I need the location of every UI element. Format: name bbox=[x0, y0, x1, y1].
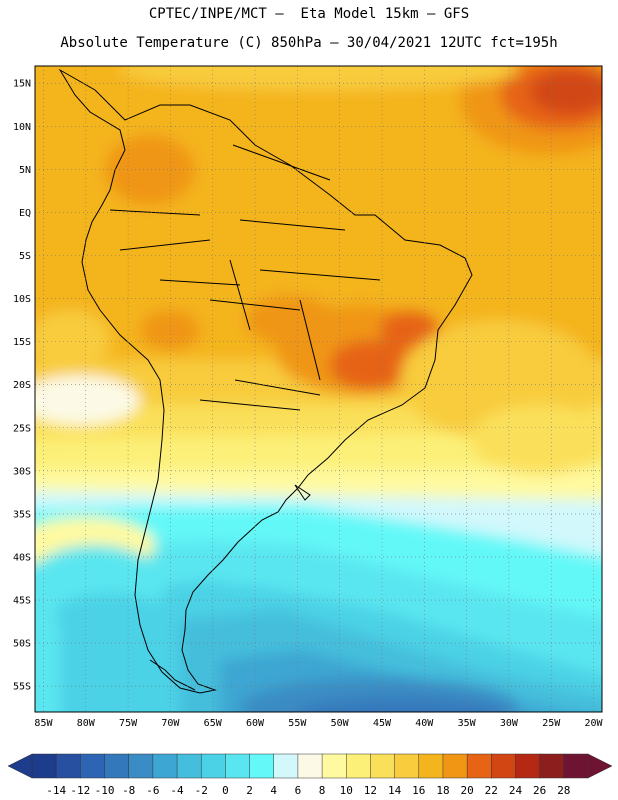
colorbar-label: -6 bbox=[146, 784, 159, 797]
colorbar-label: -12 bbox=[70, 784, 90, 797]
grid-lines bbox=[35, 66, 602, 712]
lat-label: 50S bbox=[13, 639, 31, 650]
lat-label: 40S bbox=[13, 552, 31, 563]
lon-label: 85W bbox=[34, 718, 53, 729]
coastline bbox=[58, 68, 473, 694]
colorbar-swatch bbox=[176, 753, 202, 779]
colorbar-swatch bbox=[225, 753, 251, 779]
lon-label: 80W bbox=[77, 718, 96, 729]
colorbar-label: 12 bbox=[364, 784, 377, 797]
colorbar-swatch bbox=[152, 753, 178, 779]
colorbar-label: 28 bbox=[557, 784, 570, 797]
colorbar-swatch bbox=[80, 753, 106, 779]
lon-label: 70W bbox=[161, 718, 180, 729]
colorbar-swatch bbox=[370, 753, 396, 779]
lat-label: 5S bbox=[19, 251, 31, 262]
colorbar-swatch bbox=[491, 753, 517, 779]
colorbar-swatch bbox=[128, 753, 154, 779]
lat-label: 35S bbox=[13, 509, 31, 520]
lat-label: 15N bbox=[13, 79, 31, 90]
colorbar-label: 6 bbox=[295, 784, 302, 797]
lon-label: 60W bbox=[246, 718, 265, 729]
lon-label: 40W bbox=[415, 718, 434, 729]
lon-label: 20W bbox=[585, 718, 604, 729]
colorbar-swatch bbox=[346, 753, 371, 779]
lat-label: 55S bbox=[13, 682, 31, 693]
lat-label: 45S bbox=[13, 596, 31, 607]
lon-label: 50W bbox=[331, 718, 350, 729]
lat-label: 5N bbox=[19, 165, 31, 176]
colorbar-label: 0 bbox=[222, 784, 229, 797]
lat-label: 25S bbox=[13, 423, 31, 434]
colorbar-label: 14 bbox=[388, 784, 402, 797]
triangle-left-icon bbox=[7, 753, 33, 779]
colorbar-swatch bbox=[200, 753, 226, 779]
colorbar-swatch bbox=[273, 753, 299, 779]
colorbar-swatch bbox=[297, 753, 323, 779]
lon-label: 35W bbox=[458, 718, 477, 729]
colorbar-label: 4 bbox=[270, 784, 277, 797]
lon-label: 75W bbox=[119, 718, 138, 729]
colorbar-label: -10 bbox=[95, 784, 115, 797]
lat-label: 15S bbox=[13, 337, 31, 348]
colorbar-swatch bbox=[466, 753, 492, 779]
colorbar-label: 10 bbox=[340, 784, 353, 797]
map-frame bbox=[34, 65, 603, 713]
colorbar-swatch bbox=[563, 753, 589, 779]
colorbar-label: 26 bbox=[533, 784, 546, 797]
lat-label: EQ bbox=[19, 208, 31, 219]
colorbar-label: -4 bbox=[170, 784, 184, 797]
colorbar: -14 -12 -10 -8 -6 -4 -2 0 2 4 6 8 10 12 14 16 18 20 22 24 26… bbox=[7, 753, 613, 797]
colorbar-label: 20 bbox=[461, 784, 474, 797]
lat-label: 30S bbox=[13, 466, 31, 477]
colorbar-swatch bbox=[418, 753, 444, 779]
colorbar-swatch bbox=[539, 753, 565, 779]
colorbar-label: 2 bbox=[246, 784, 253, 797]
colorbar-label: -8 bbox=[122, 784, 135, 797]
axis-labels: 15N 10N 5N EQ 5S 10S 15S 20S 25S 30S 35S 40S 45S 50S 5… bbox=[13, 79, 604, 729]
colorbar-label: 22 bbox=[485, 784, 498, 797]
lat-label: 10S bbox=[13, 294, 31, 305]
colorbar-swatch bbox=[104, 753, 130, 779]
colorbar-swatch bbox=[321, 753, 347, 779]
triangle-right-icon bbox=[587, 753, 613, 779]
lon-label: 30W bbox=[500, 718, 519, 729]
lat-label: 20S bbox=[13, 380, 31, 391]
lon-label: 45W bbox=[373, 718, 392, 729]
colorbar-label: -2 bbox=[195, 784, 208, 797]
map-title-line-1: CPTEC/INPE/MCT – Eta Model 15km – GFS bbox=[148, 6, 470, 22]
map-title-line-2: Absolute Temperature (C) 850hPa – 30/04/… bbox=[60, 35, 558, 51]
colorbar-label: 18 bbox=[436, 784, 449, 797]
colorbar-swatch bbox=[442, 753, 468, 779]
colorbar-swatch bbox=[31, 753, 57, 779]
colorbar-label: 24 bbox=[509, 784, 523, 797]
lat-label: 10N bbox=[13, 122, 31, 133]
colorbar-swatch bbox=[249, 753, 275, 779]
colorbar-swatch bbox=[515, 753, 541, 779]
lon-label: 65W bbox=[204, 718, 223, 729]
colorbar-label: 16 bbox=[412, 784, 425, 797]
colorbar-label: -14 bbox=[46, 784, 66, 797]
colorbar-label: 8 bbox=[319, 784, 326, 797]
colorbar-swatch bbox=[394, 753, 420, 779]
lon-label: 55W bbox=[288, 718, 307, 729]
lon-label: 25W bbox=[542, 718, 561, 729]
colorbar-swatch bbox=[55, 753, 81, 779]
